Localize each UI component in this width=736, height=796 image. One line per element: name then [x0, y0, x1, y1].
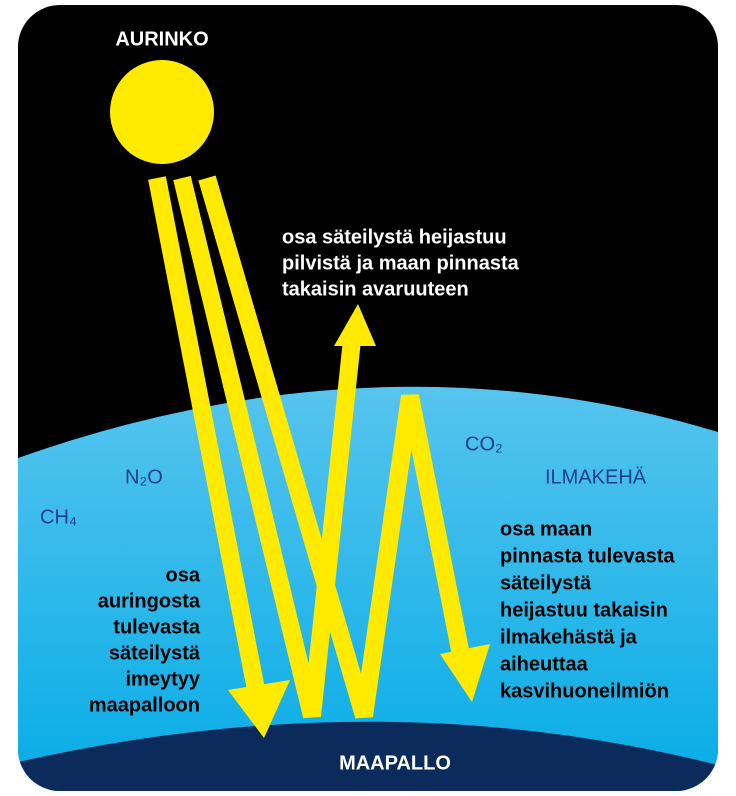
- gas-label: CH₄: [40, 506, 77, 528]
- absorbed-text: säteilystä: [109, 642, 201, 664]
- gas-label: CO₂: [465, 433, 503, 455]
- gas-label: N₂O: [125, 466, 163, 488]
- greenhouse-arrow: [198, 175, 471, 719]
- reflected-text: osa säteilystä heijastuu: [282, 226, 507, 248]
- greenhouse-text: säteilystä: [500, 572, 592, 594]
- reflected-text: takaisin avaruuteen: [282, 278, 469, 300]
- absorbed-text: osa: [166, 564, 201, 586]
- earth-area: [18, 721, 718, 791]
- atmosphere-area: [18, 386, 718, 791]
- arrowhead: [228, 680, 290, 738]
- reflected-arrow: [173, 175, 361, 719]
- sun-label: AURINKO: [115, 28, 208, 50]
- background: [18, 5, 718, 791]
- greenhouse-text: aiheuttaa: [500, 653, 589, 675]
- arrowheads: [228, 304, 490, 738]
- absorbed-text: auringosta: [98, 590, 201, 612]
- atmosphere-label: ILMAKEHÄ: [545, 466, 647, 488]
- arrows: [148, 175, 471, 719]
- reflected-text: pilvistä ja maan pinnasta: [282, 252, 520, 274]
- arrowhead: [440, 644, 490, 702]
- absorbed-arrow: [148, 176, 267, 702]
- absorbed-text: tulevasta: [113, 616, 201, 638]
- greenhouse-text: kasvihuoneilmiön: [500, 680, 669, 702]
- greenhouse-text: osa maan: [500, 518, 592, 540]
- absorbed-text: imeytyy: [126, 668, 201, 690]
- arrowhead: [334, 304, 376, 346]
- greenhouse-text: pinnasta tulevasta: [500, 545, 675, 567]
- earth-label: MAAPALLO: [339, 752, 451, 774]
- absorbed-text: maapalloon: [89, 694, 200, 716]
- greenhouse-text: ilmakehästä ja: [500, 626, 638, 648]
- greenhouse-text: heijastuu takaisin: [500, 599, 668, 621]
- sun: [110, 60, 214, 164]
